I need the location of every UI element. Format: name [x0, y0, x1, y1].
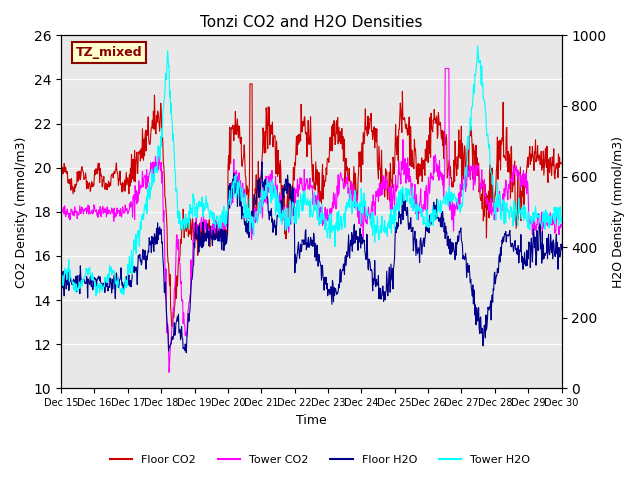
Y-axis label: H2O Density (mmol/m3): H2O Density (mmol/m3)	[612, 136, 625, 288]
Legend: Floor CO2, Tower CO2, Floor H2O, Tower H2O: Floor CO2, Tower CO2, Floor H2O, Tower H…	[105, 451, 535, 469]
Text: TZ_mixed: TZ_mixed	[76, 46, 143, 59]
X-axis label: Time: Time	[296, 414, 326, 427]
Title: Tonzi CO2 and H2O Densities: Tonzi CO2 and H2O Densities	[200, 15, 422, 30]
Y-axis label: CO2 Density (mmol/m3): CO2 Density (mmol/m3)	[15, 136, 28, 288]
